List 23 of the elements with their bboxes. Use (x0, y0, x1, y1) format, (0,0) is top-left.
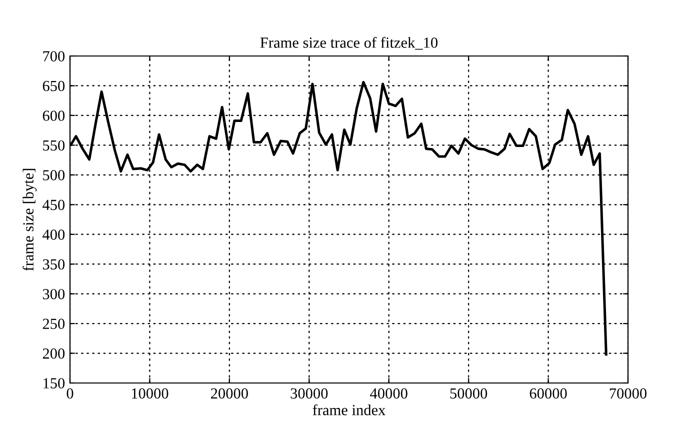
y-tick-label: 600 (42, 110, 65, 121)
x-tick-label: 50000 (450, 388, 488, 399)
x-tick-label: 20000 (211, 388, 248, 399)
x-tick-label: 10000 (132, 388, 168, 399)
x-axis-title: frame index (312, 404, 386, 416)
y-axis-title: frame size [byte] (22, 168, 37, 271)
x-tick-label: 30000 (290, 388, 328, 399)
y-tick-label: 350 (42, 259, 65, 270)
x-tick-label: 0 (66, 388, 74, 399)
y-tick-label: 200 (42, 348, 65, 359)
y-tick-label: 650 (42, 80, 65, 92)
y-tick-label: 250 (42, 318, 65, 329)
y-tick-label: 150 (44, 378, 65, 388)
chart-title: Frame size trace of fitzek_10 (260, 36, 438, 50)
y-tick-label: 700 (43, 51, 65, 62)
x-tick-label: 40000 (370, 388, 408, 399)
y-tick-label: 500 (43, 170, 65, 180)
y-tick-label: 400 (42, 230, 65, 240)
x-tick-label: 70000 (610, 388, 647, 399)
y-tick-label: 300 (42, 288, 65, 300)
y-tick-label: 450 (42, 200, 65, 210)
y-tick-label: 550 (43, 140, 65, 151)
x-tick-label: 60000 (530, 388, 567, 399)
